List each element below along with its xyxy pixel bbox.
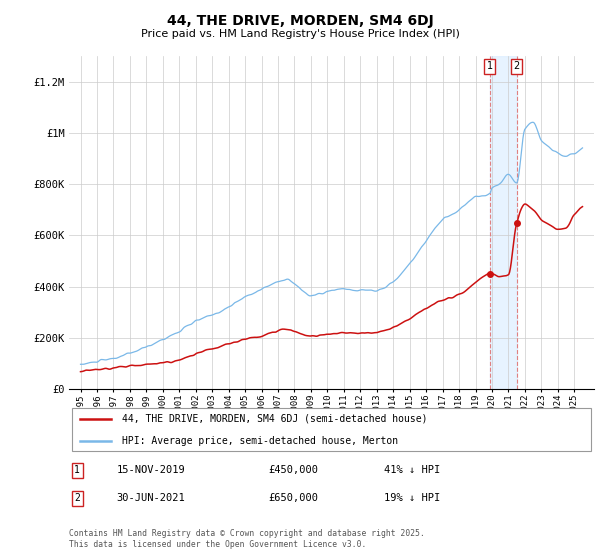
Text: 19% ↓ HPI: 19% ↓ HPI bbox=[384, 493, 440, 503]
Text: Price paid vs. HM Land Registry's House Price Index (HPI): Price paid vs. HM Land Registry's House … bbox=[140, 29, 460, 39]
Text: 1: 1 bbox=[74, 465, 80, 475]
Text: 44, THE DRIVE, MORDEN, SM4 6DJ (semi-detached house): 44, THE DRIVE, MORDEN, SM4 6DJ (semi-det… bbox=[121, 414, 427, 424]
Text: 30-JUN-2021: 30-JUN-2021 bbox=[116, 493, 185, 503]
Text: 2: 2 bbox=[74, 493, 80, 503]
Text: 15-NOV-2019: 15-NOV-2019 bbox=[116, 465, 185, 475]
Text: 2: 2 bbox=[514, 61, 520, 71]
Text: 1: 1 bbox=[487, 61, 493, 71]
FancyBboxPatch shape bbox=[71, 408, 592, 451]
Bar bbox=[490, 56, 517, 389]
Text: 44, THE DRIVE, MORDEN, SM4 6DJ: 44, THE DRIVE, MORDEN, SM4 6DJ bbox=[167, 14, 433, 28]
Text: £650,000: £650,000 bbox=[269, 493, 319, 503]
Text: 41% ↓ HPI: 41% ↓ HPI bbox=[384, 465, 440, 475]
Text: Contains HM Land Registry data © Crown copyright and database right 2025.
This d: Contains HM Land Registry data © Crown c… bbox=[69, 529, 425, 549]
Text: HPI: Average price, semi-detached house, Merton: HPI: Average price, semi-detached house,… bbox=[121, 436, 398, 446]
Text: £450,000: £450,000 bbox=[269, 465, 319, 475]
